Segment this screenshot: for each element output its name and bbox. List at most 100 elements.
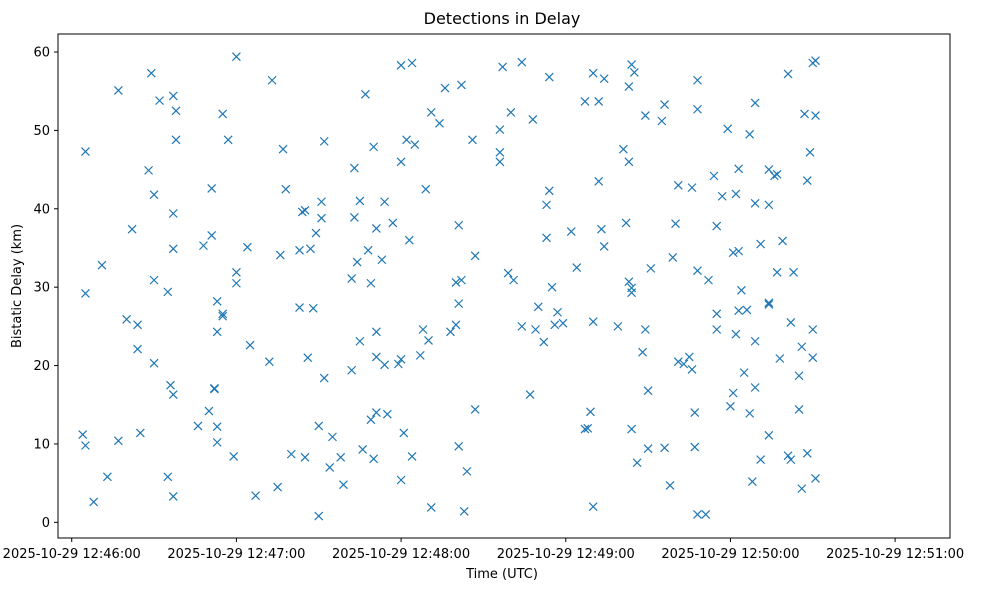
data-point xyxy=(572,263,582,273)
x-tick-label: 2025-10-29 12:46:00 xyxy=(3,547,141,562)
data-point xyxy=(690,442,700,452)
data-point xyxy=(599,74,609,84)
data-point xyxy=(133,344,143,354)
data-point xyxy=(369,142,379,152)
data-point xyxy=(693,510,702,519)
data-point xyxy=(745,129,755,139)
data-point xyxy=(728,388,738,398)
data-point xyxy=(701,510,711,519)
data-point xyxy=(783,69,793,79)
data-point xyxy=(371,223,381,233)
x-tick-label: 2025-10-29 12:47:00 xyxy=(167,547,305,562)
data-point xyxy=(168,209,178,218)
data-point xyxy=(212,296,222,306)
data-point xyxy=(380,197,390,207)
data-point xyxy=(267,75,277,85)
data-point xyxy=(336,452,346,462)
data-point xyxy=(544,72,554,82)
data-point xyxy=(295,245,304,255)
data-point xyxy=(528,115,538,124)
data-point xyxy=(646,263,656,273)
data-point xyxy=(163,472,173,482)
data-point xyxy=(113,436,123,446)
x-axis: 2025-10-29 12:46:00 2025-10-29 12:47:00 20… xyxy=(3,538,964,562)
data-point xyxy=(531,325,540,334)
data-point xyxy=(800,109,809,119)
data-point xyxy=(339,480,348,490)
data-point xyxy=(314,511,324,521)
data-point xyxy=(358,445,368,454)
data-point xyxy=(594,96,604,106)
data-point xyxy=(671,219,680,229)
data-point xyxy=(772,267,782,277)
data-point xyxy=(155,96,164,106)
data-point xyxy=(687,365,697,374)
data-point xyxy=(734,246,744,256)
data-point xyxy=(297,207,307,217)
data-point xyxy=(717,191,727,201)
x-tick-label: 2025-10-29 12:49:00 xyxy=(497,547,635,562)
data-point xyxy=(665,481,675,490)
data-point xyxy=(764,299,774,309)
data-point xyxy=(349,212,359,222)
data-point xyxy=(317,213,326,223)
y-axis: 0 10 20 30 40 50 60 xyxy=(33,46,58,531)
data-point xyxy=(566,227,576,236)
data-point xyxy=(371,408,381,418)
data-point xyxy=(731,329,741,339)
data-point xyxy=(638,347,648,357)
data-point xyxy=(618,144,628,154)
data-point xyxy=(81,441,90,450)
data-point xyxy=(517,321,527,331)
data-point xyxy=(742,305,752,315)
data-point xyxy=(396,157,406,167)
data-point xyxy=(673,357,683,367)
data-point xyxy=(739,368,749,378)
x-tick-label: 2025-10-29 12:51:00 xyxy=(826,547,964,562)
data-point xyxy=(193,421,203,431)
data-point xyxy=(660,100,669,109)
data-point xyxy=(660,443,669,453)
data-point xyxy=(399,428,409,438)
data-point xyxy=(81,289,90,298)
data-point xyxy=(355,196,365,206)
data-point xyxy=(769,171,779,181)
x-tick-label: 2025-10-29 12:48:00 xyxy=(332,547,470,562)
data-point xyxy=(212,422,222,432)
data-point xyxy=(319,373,329,383)
data-point xyxy=(366,278,376,288)
plot-frame xyxy=(57,33,951,539)
data-point xyxy=(802,448,812,458)
data-point xyxy=(300,205,310,215)
data-point xyxy=(525,390,535,399)
data-point xyxy=(366,415,376,425)
data-point xyxy=(410,140,420,149)
data-point xyxy=(594,176,604,186)
data-point xyxy=(144,165,153,175)
data-point xyxy=(498,62,508,72)
data-point xyxy=(643,444,653,454)
data-point xyxy=(171,135,181,145)
data-point xyxy=(223,135,233,145)
data-point xyxy=(745,408,755,418)
data-point xyxy=(811,111,820,120)
data-point xyxy=(613,321,623,331)
data-point xyxy=(750,336,760,346)
data-point xyxy=(632,458,642,468)
chart-title: Detections in Delay xyxy=(424,9,581,28)
data-point xyxy=(624,157,634,167)
data-point xyxy=(347,365,357,375)
data-point xyxy=(734,306,744,316)
data-point xyxy=(657,116,667,126)
data-point xyxy=(122,314,132,324)
data-point xyxy=(388,218,398,228)
data-point xyxy=(517,57,527,67)
data-point xyxy=(377,255,387,265)
data-point xyxy=(712,325,722,334)
data-point xyxy=(544,186,554,196)
data-point xyxy=(668,252,678,262)
data-point xyxy=(127,224,137,234)
y-axis-label: Bistatic Delay (km) xyxy=(10,224,25,348)
data-point xyxy=(802,176,812,185)
data-point xyxy=(415,350,425,360)
